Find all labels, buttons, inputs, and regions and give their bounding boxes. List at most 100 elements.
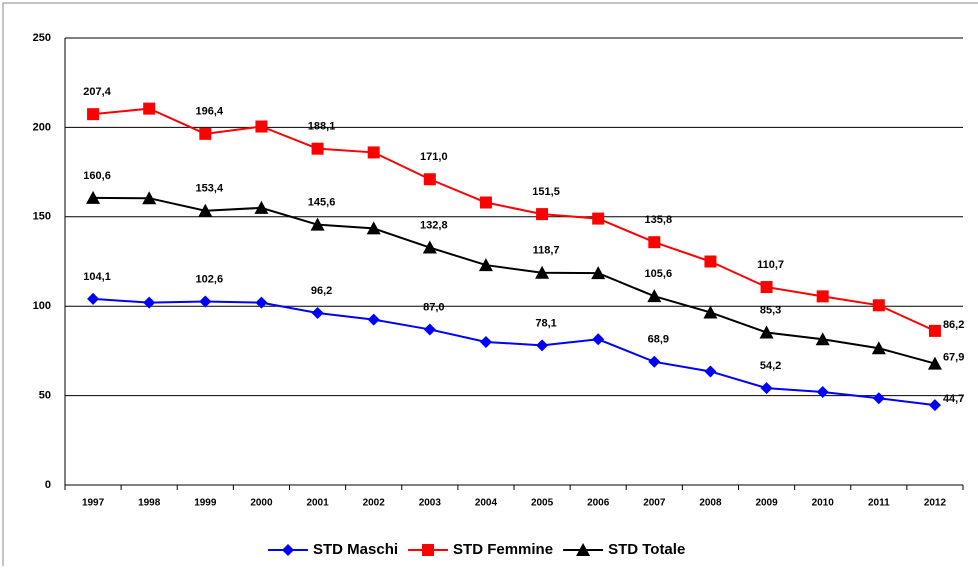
series-line xyxy=(92,297,936,407)
x-tick-label: 2012 xyxy=(924,498,947,509)
data-point xyxy=(815,332,830,346)
x-tick-label: 2002 xyxy=(363,498,386,509)
data-point xyxy=(367,313,380,326)
x-tick-label: 2011 xyxy=(868,498,890,509)
data-point xyxy=(198,203,213,217)
data-point xyxy=(478,258,493,272)
data-point xyxy=(87,292,100,305)
data-point xyxy=(760,382,773,395)
data-point xyxy=(592,333,605,346)
data-label: 104,1 xyxy=(83,271,111,283)
data-point xyxy=(87,108,100,121)
data-point xyxy=(86,190,101,204)
y-tick-label: 100 xyxy=(33,300,51,312)
series-line xyxy=(93,196,936,365)
x-tick-label: 2008 xyxy=(699,498,722,509)
data-label: 96,2 xyxy=(311,285,332,297)
data-label: 102,6 xyxy=(196,273,224,285)
data-point xyxy=(536,208,549,221)
x-tick-label: 2010 xyxy=(812,498,835,509)
data-point xyxy=(423,323,436,336)
data-point xyxy=(536,339,549,352)
data-point xyxy=(872,299,885,312)
data-point xyxy=(143,296,156,309)
x-tick-label: 2005 xyxy=(531,498,554,509)
data-label: 87,0 xyxy=(423,301,444,313)
data-label: 207,4 xyxy=(83,86,111,98)
data-point xyxy=(648,236,661,249)
data-point xyxy=(759,325,774,339)
data-point xyxy=(872,392,885,405)
series-line xyxy=(92,107,936,332)
y-tick-label: 250 xyxy=(33,32,51,44)
x-tick-label: 2001 xyxy=(306,498,329,509)
legend-marker xyxy=(422,544,435,556)
data-point xyxy=(479,196,492,209)
legend-label: STD Femmine xyxy=(453,541,553,558)
data-point xyxy=(871,341,886,355)
x-tick-label: 1997 xyxy=(82,498,105,509)
data-label: 44,7 xyxy=(943,393,964,405)
legend-label: STD Totale xyxy=(608,541,685,558)
data-point xyxy=(366,221,381,235)
data-label: 171,0 xyxy=(420,151,448,163)
data-label: 135,8 xyxy=(645,214,673,226)
data-point xyxy=(928,324,941,337)
x-tick-label: 2009 xyxy=(755,498,778,509)
data-label: 153,4 xyxy=(196,183,224,195)
data-point xyxy=(535,265,550,279)
x-tick-label: 2006 xyxy=(587,498,610,509)
data-point xyxy=(255,120,268,133)
x-tick-label: 1998 xyxy=(138,498,161,509)
data-point xyxy=(254,200,269,214)
data-point xyxy=(816,386,829,399)
data-point xyxy=(367,146,380,159)
data-point xyxy=(928,399,941,412)
y-tick-label: 200 xyxy=(33,121,51,133)
y-tick-label: 0 xyxy=(45,479,51,491)
data-label: 145,6 xyxy=(308,197,336,209)
legend-marker xyxy=(282,544,294,556)
data-point xyxy=(143,102,156,115)
data-label: 86,2 xyxy=(943,319,964,331)
data-point xyxy=(760,281,773,294)
data-point xyxy=(648,355,661,368)
data-point xyxy=(142,191,157,205)
data-point xyxy=(255,296,268,309)
data-label: 78,1 xyxy=(535,317,556,329)
data-point xyxy=(423,173,436,186)
data-label: 67,9 xyxy=(943,352,964,364)
legend-label: STD Maschi xyxy=(313,541,398,558)
x-tick-label: 2004 xyxy=(475,498,498,509)
data-point xyxy=(199,127,212,140)
data-point xyxy=(704,365,717,378)
data-label: 68,9 xyxy=(648,334,669,346)
y-tick-label: 150 xyxy=(33,211,51,223)
x-tick-label: 2003 xyxy=(419,498,442,509)
data-point xyxy=(479,335,492,348)
data-point xyxy=(816,290,829,303)
data-point xyxy=(927,356,942,370)
y-tick-label: 50 xyxy=(39,390,51,402)
data-label: 151,5 xyxy=(532,186,560,198)
data-point xyxy=(311,142,324,155)
data-point xyxy=(591,266,606,280)
data-point xyxy=(703,305,718,319)
data-point xyxy=(199,295,212,308)
data-point xyxy=(310,217,325,231)
data-label: 118,7 xyxy=(533,245,560,257)
x-tick-label: 2000 xyxy=(250,498,273,509)
data-label: 132,8 xyxy=(420,219,448,231)
data-label: 188,1 xyxy=(308,121,336,133)
data-point xyxy=(647,289,662,303)
data-label: 110,7 xyxy=(757,259,784,271)
data-label: 54,2 xyxy=(760,360,781,372)
legend-marker xyxy=(576,543,591,556)
x-tick-label: 1999 xyxy=(194,498,217,509)
data-label: 196,4 xyxy=(196,106,224,118)
data-point xyxy=(592,212,605,225)
data-label: 160,6 xyxy=(83,170,111,182)
data-point xyxy=(704,255,717,268)
